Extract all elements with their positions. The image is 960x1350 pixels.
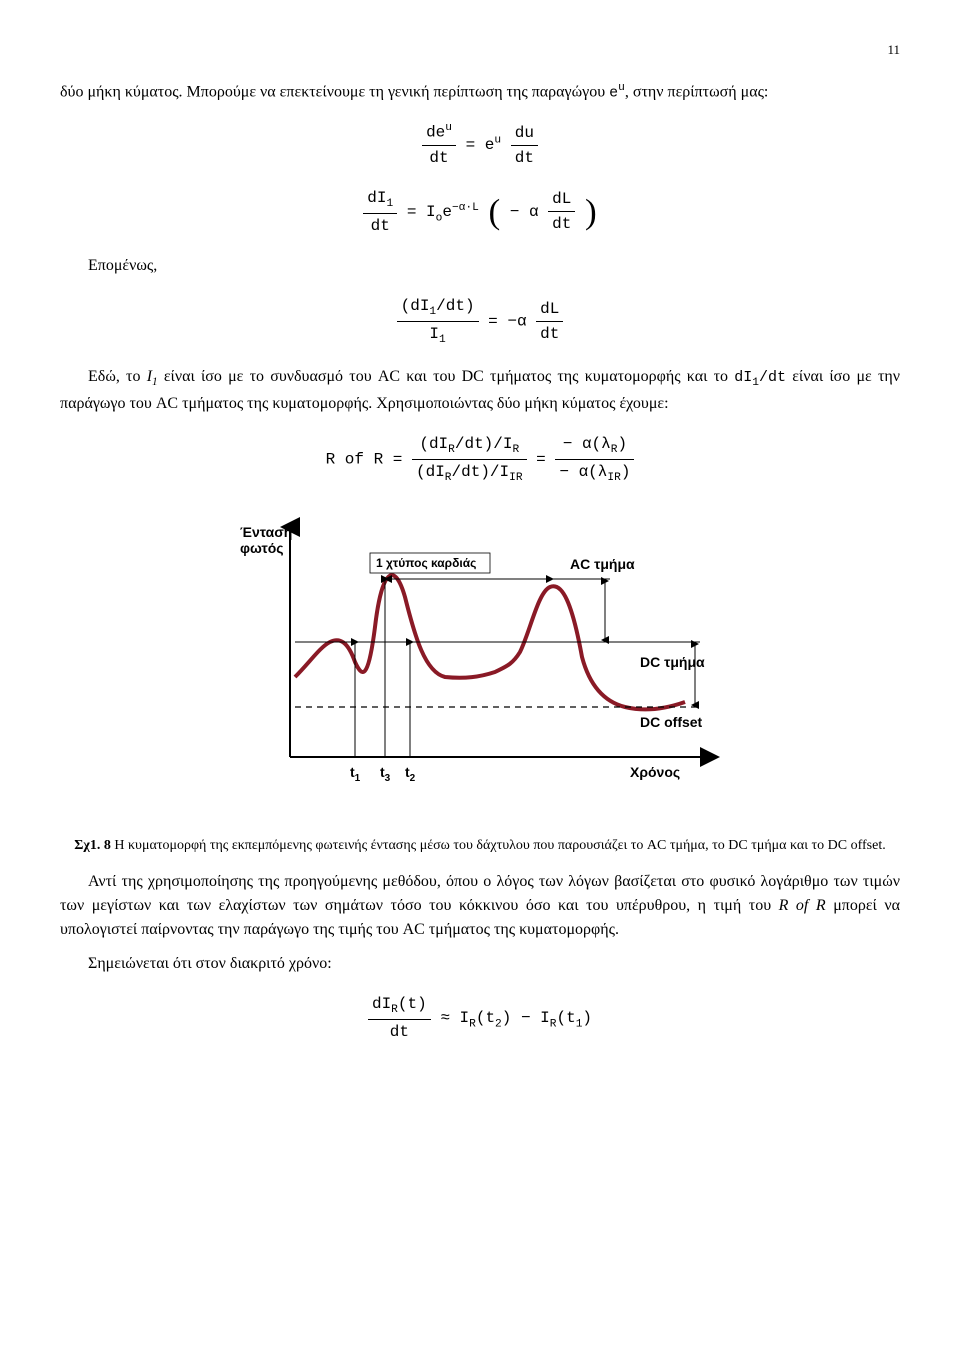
eq1-den: dt	[422, 146, 456, 170]
intro-text-end: , στην περίπτωσή μας:	[625, 83, 769, 100]
eq4-rhs-frac: − α(λR) − α(λIR)	[555, 432, 634, 487]
eq2-rparen: )	[585, 192, 597, 231]
eq3-botden-sub: 1	[439, 334, 446, 346]
eq3-topnum-r: /dt)	[436, 297, 474, 315]
eq5-mid2-sub: 2	[495, 1018, 502, 1030]
eq4-rbot: − α(λ	[559, 463, 607, 481]
para2-code2: /dt	[759, 369, 786, 386]
equation-3: (dI1/dt) I1 = −α dL dt	[60, 294, 900, 349]
waveform-svg: Ένταση φωτός DC offset 1 χτύπος καρδιάς …	[200, 507, 760, 807]
eq4-bot-sub2: IR	[509, 472, 522, 484]
eq1-eq: = e	[466, 136, 495, 154]
eq3-rnum: dL	[536, 297, 563, 322]
eq5-lhs-frac: dIR(t) dt	[368, 992, 431, 1044]
y-label-1: Ένταση	[240, 524, 292, 540]
eq1-num2: du	[511, 121, 538, 146]
eq4-top-m: /dt)/I	[455, 435, 513, 453]
t2-label: t2	[405, 764, 416, 784]
y-label-2: φωτός	[240, 540, 284, 556]
eq2-rden: dt	[548, 212, 575, 236]
eq2-lparen: (	[488, 192, 500, 231]
intro-code-sup: u	[618, 82, 625, 94]
figure-caption: Σχ1. 8 Η κυματομορφή της εκπεμπόμενης φω…	[60, 835, 900, 856]
eq4-mid-frac: (dIR/dt)/IR (dIR/dt)/IIR	[412, 432, 527, 487]
caption-bold: Σχ1. 8	[74, 838, 111, 853]
eq2-mid2: e	[442, 203, 452, 221]
eq1-lhs-frac: deu dt	[422, 120, 456, 169]
eq1-rhs-frac: du dt	[511, 121, 538, 170]
eq2-exp: −α·L	[452, 202, 479, 214]
caption-text: Η κυματομορφή της εκπεμπόμενης φωτεινής …	[111, 838, 886, 853]
eq5-mid-sub: R	[469, 1018, 476, 1030]
eq3-topnum-l: (dI	[401, 297, 430, 315]
eq5-den: dt	[368, 1020, 431, 1044]
eq1-den2: dt	[511, 146, 538, 170]
eq5-num-r: (t)	[398, 995, 427, 1013]
x-axis-label: Χρόνος	[630, 764, 680, 780]
paragraph-4: Σημειώνεται ότι στον διακριτό χρόνο:	[60, 952, 900, 976]
t3-label: t3	[380, 764, 391, 784]
eq5-mid3-sub: R	[550, 1018, 557, 1030]
eq1-eq-sup: u	[494, 135, 501, 147]
eq1-num-sup: u	[445, 122, 452, 134]
para3-em: R of R	[779, 897, 826, 914]
eq3-mid: = −α	[488, 312, 536, 330]
eq4-top-sub2: R	[512, 444, 519, 456]
t1-label: t1	[350, 764, 361, 784]
eq4-top-sub1: R	[448, 444, 455, 456]
intro-code: e	[609, 84, 618, 101]
ac-label: AC τμήμα	[570, 556, 635, 572]
eq1-num: de	[426, 124, 445, 142]
para3-a: Αντί της χρησιμοποίησης της προηγούμενης…	[60, 873, 900, 914]
eq2-lnum-sub: 1	[387, 198, 394, 210]
epomenos: Επομένως,	[60, 254, 900, 278]
eq5-mid: ≈ I	[440, 1009, 469, 1027]
eq4-rbot-end: )	[621, 463, 631, 481]
eq4-rbot-sub: IR	[607, 472, 620, 484]
figure-waveform: Ένταση φωτός DC offset 1 χτύπος καρδιάς …	[200, 507, 760, 815]
equation-4: R of R = (dIR/dt)/IR (dIR/dt)/IIR = − α(…	[60, 432, 900, 487]
eq2-rnum: dL	[548, 187, 575, 212]
para2-b: είναι ίσο με το συνδυασμό του AC και του…	[158, 368, 735, 385]
para2-code: dI	[734, 369, 752, 386]
eq4-rtop-end: )	[617, 435, 627, 453]
eq4-bot-l: (dI	[416, 463, 445, 481]
paragraph-intro: δύο μήκη κύματος. Μπορούμε να επεκτείνου…	[60, 80, 900, 105]
paragraph-3: Αντί της χρησιμοποίησης της προηγούμενης…	[60, 870, 900, 942]
eq4-lhs: R of R =	[326, 450, 412, 468]
eq5-num-l: dI	[372, 995, 391, 1013]
eq4-top-l: (dI	[419, 435, 448, 453]
intro-text-1: δύο μήκη κύματος. Μπορούμε να επεκτείνου…	[60, 83, 609, 100]
paragraph-2: Εδώ, το I1 είναι ίσο με το συνδυασμό του…	[60, 365, 900, 416]
eq5-mid2: (t	[476, 1009, 495, 1027]
heartbeat-label: 1 χτύπος καρδιάς	[376, 556, 476, 570]
eq3-rden: dt	[536, 322, 563, 346]
eq2-lhs-frac: dI1 dt	[363, 186, 397, 238]
dc-offset-label: DC offset	[640, 714, 703, 730]
eq3-botden: I	[429, 325, 439, 343]
eq4-rtop: − α(λ	[563, 435, 611, 453]
eq5-num-sub: R	[391, 1004, 398, 1016]
eq5-mid4: (t	[557, 1009, 576, 1027]
equation-2: dI1 dt = Ioe−α·L ( − α dL dt )	[60, 186, 900, 238]
eq3-rhs-frac: dL dt	[536, 297, 563, 346]
eq2-rhs: − α	[510, 203, 548, 221]
eq5-mid5: )	[582, 1009, 592, 1027]
eq4-mid: =	[536, 450, 555, 468]
page-number: 11	[60, 40, 900, 60]
eq2-mid: = I	[407, 203, 436, 221]
eq3-lhs-frac: (dI1/dt) I1	[397, 294, 479, 349]
eq5-mid3: ) − I	[502, 1009, 550, 1027]
para2-a: Εδώ, το	[88, 368, 147, 385]
eq2-lden: dt	[363, 214, 397, 238]
eq4-bot-sub1: R	[445, 472, 452, 484]
para2-code-sub: 1	[752, 377, 759, 389]
eq2-rhs-frac: dL dt	[548, 187, 575, 236]
equation-1: deu dt = eu du dt	[60, 120, 900, 169]
equation-5: dIR(t) dt ≈ IR(t2) − IR(t1)	[60, 992, 900, 1044]
eq2-lnum: dI	[367, 189, 386, 207]
eq4-bot-m: /dt)/I	[452, 463, 510, 481]
